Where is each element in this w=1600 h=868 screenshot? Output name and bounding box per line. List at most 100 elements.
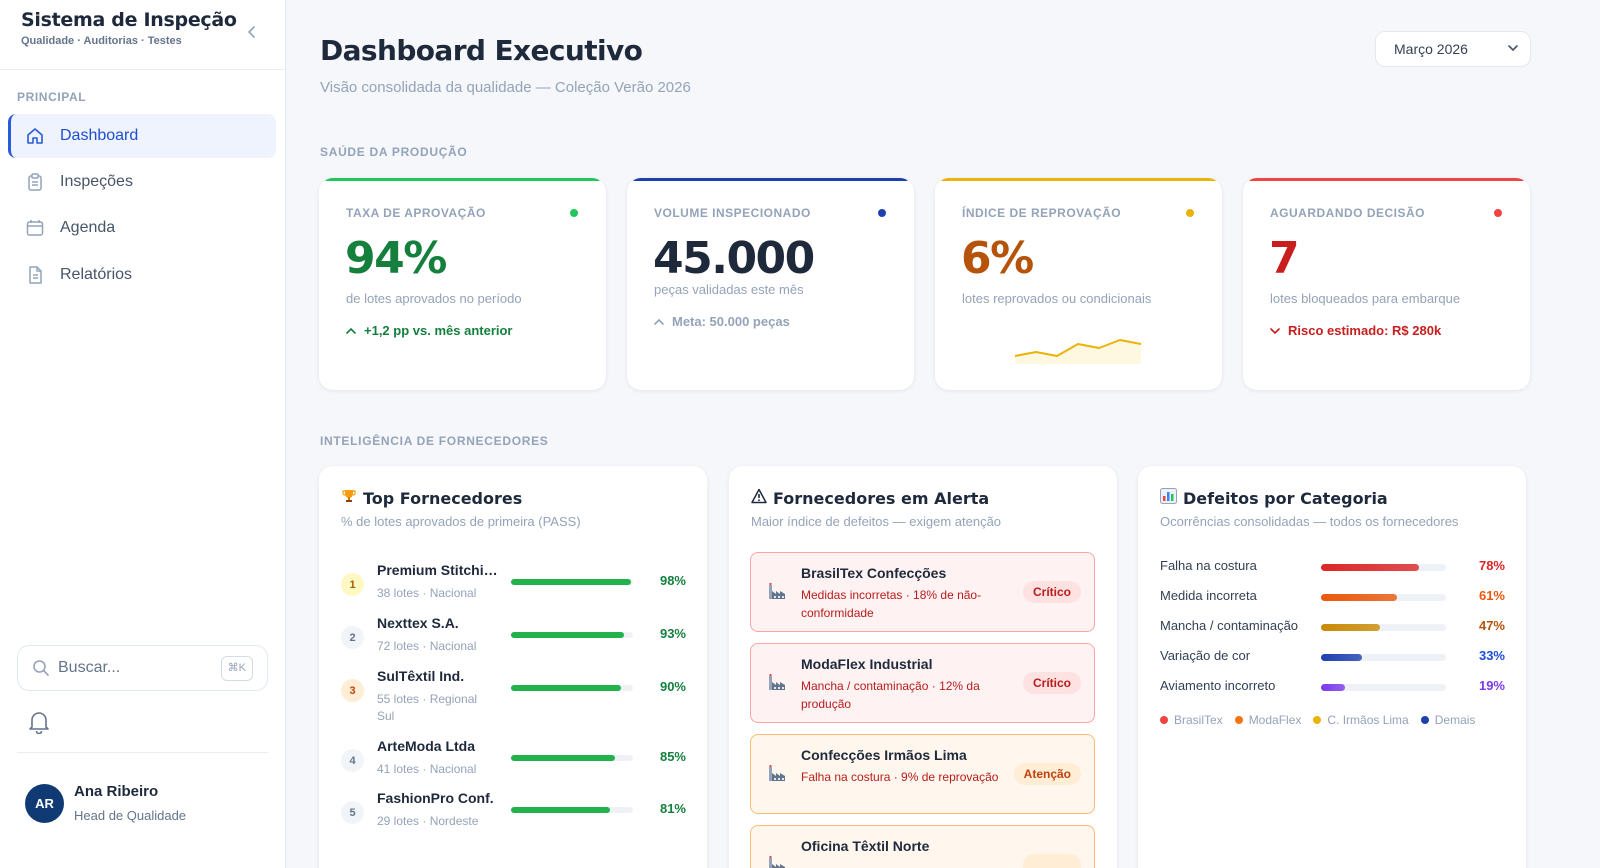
warning-icon — [751, 488, 767, 508]
status-badge: Crítico — [1022, 672, 1081, 694]
sidebar-item-label: Inspeções — [60, 173, 133, 190]
supplier-percentage: 85% — [659, 749, 686, 764]
sidebar-item-dashboard[interactable]: Dashboard — [8, 114, 276, 158]
supplier-row[interactable]: 1 Premium Stitching Co. 38 lotes · Naciona… — [341, 562, 686, 606]
user-name: Ana Ribeiro — [74, 783, 159, 800]
legend-item: C. Irmãos Lima — [1313, 713, 1409, 727]
kpi-trend: +1,2 pp vs. mês anterior — [346, 323, 512, 338]
legend-dot — [1420, 716, 1429, 724]
factory-icon — [767, 672, 787, 694]
search-input[interactable]: Buscar... ⌘K — [17, 645, 268, 691]
trend-up-icon — [346, 327, 356, 334]
alert-supplier-row[interactable]: ModaFlex Industrial Mancha / contaminação… — [750, 643, 1095, 723]
avatar: AR — [25, 784, 64, 823]
kpi-trend: Meta: 50.000 peças — [654, 314, 790, 329]
alert-description: Falha na costura · 9% de reprovação — [801, 770, 999, 784]
alert-supplier-row[interactable]: BrasilTex Confecções Medidas incorretas ·… — [750, 552, 1095, 632]
sidebar-item-agenda[interactable]: Agenda — [8, 206, 276, 250]
defect-percentage: 78% — [1478, 558, 1505, 573]
brand: Sistema de Inspeção Qualidade · Auditori… — [21, 9, 237, 47]
defect-percentage: 61% — [1478, 588, 1505, 603]
status-dot — [1494, 209, 1502, 217]
sidebar-item-relatorios[interactable]: Relatórios — [8, 253, 276, 297]
chevron-left-icon — [247, 26, 255, 38]
legend-dot — [1313, 716, 1322, 724]
calendar-icon — [24, 217, 46, 239]
alert-supplier-name: BrasilTex Confecções — [801, 565, 947, 581]
legend-item: Demais — [1420, 713, 1475, 727]
alert-supplier-row[interactable]: Confecções Irmãos Lima Falha na costura ·… — [750, 734, 1095, 814]
kpi-trend: Risco estimado: R$ 280k — [1270, 323, 1441, 338]
alert-suppliers-card: Fornecedores em Alerta Maior índice de d… — [729, 466, 1117, 868]
progress-track — [511, 579, 633, 585]
supplier-row[interactable]: 3 SulTêxtil Ind. 55 lotes · Regional Sul 90… — [341, 668, 686, 723]
legend-label: ModaFlex — [1248, 713, 1302, 727]
bar-fill — [1321, 594, 1398, 601]
supplier-row[interactable]: 5 FashionPro Conf. 29 lotes · Nordeste 81% — [341, 790, 686, 834]
bar-track — [1321, 564, 1446, 571]
rank-badge: 2 — [341, 626, 364, 649]
sparkline-chart — [1014, 339, 1142, 364]
kpi-card-approval: TAXA DE APROVAÇÃO 94% de lotes aprovados… — [319, 178, 606, 390]
supplier-name: Nexttex S.A. — [377, 615, 459, 631]
card-subtitle: Maior índice de defeitos — exigem atençã… — [751, 514, 1002, 529]
alert-supplier-name: Confecções Irmãos Lima — [801, 747, 967, 763]
divider — [17, 752, 268, 753]
status-badge: Atenção — [1013, 763, 1081, 785]
defect-label: Medida incorreta — [1160, 588, 1257, 603]
progress-fill — [511, 755, 615, 761]
supplier-percentage: 81% — [659, 801, 686, 816]
user-profile[interactable]: AR Ana Ribeiro Head de Qualidade — [25, 782, 186, 823]
status-dot — [1186, 209, 1194, 217]
legend-item: ModaFlex — [1234, 713, 1302, 727]
progress-track — [511, 807, 633, 813]
page-title: Dashboard Executivo — [320, 34, 643, 67]
search-icon — [33, 660, 49, 676]
chevron-down-icon — [1508, 45, 1518, 52]
supplier-row[interactable]: 4 ArteModa Ltda 41 lotes · Nacional 85% — [341, 738, 686, 782]
top-suppliers-card: Top Fornecedores % de lotes aprovados de… — [319, 466, 707, 868]
sidebar-item-label: Dashboard — [60, 127, 139, 144]
kpi-trend-text: +1,2 pp vs. mês anterior — [364, 323, 513, 338]
kpi-trend-text: Risco estimado: R$ 280k — [1288, 323, 1442, 338]
trophy-icon — [341, 488, 357, 508]
defect-row: Falha na costura 78% — [1160, 558, 1505, 578]
defect-label: Falha na costura — [1160, 558, 1257, 573]
notifications-button[interactable] — [28, 710, 50, 735]
defect-label: Aviamento incorreto — [1160, 678, 1276, 693]
divider — [0, 69, 286, 70]
alert-description: Medidas incorretas · 18% de não-conformi… — [801, 588, 982, 620]
card-title-text: Defeitos por Categoria — [1183, 488, 1388, 508]
legend-label: C. Irmãos Lima — [1327, 713, 1409, 727]
defect-row: Mancha / contaminação 47% — [1160, 618, 1505, 638]
defect-label: Mancha / contaminação — [1160, 618, 1299, 633]
kpi-accent-bar — [941, 178, 1216, 181]
home-icon — [24, 125, 46, 147]
kpi-label: TAXA DE APROVAÇÃO — [346, 206, 486, 220]
collapse-sidebar-button[interactable] — [244, 24, 260, 46]
shortcut-badge: ⌘K — [220, 656, 253, 681]
alert-supplier-row[interactable]: Oficina Têxtil Norte — [750, 825, 1095, 868]
bar-fill — [1321, 624, 1380, 631]
search-placeholder: Buscar... — [58, 659, 121, 676]
progress-fill — [511, 685, 621, 691]
kpi-value: 45.000 — [653, 233, 815, 284]
kpi-card-volume: VOLUME INSPECIONADO 45.000 peças validad… — [627, 178, 914, 390]
kpi-description: peças validadas este mês — [654, 282, 804, 297]
supplier-percentage: 93% — [659, 626, 686, 641]
progress-fill — [511, 579, 631, 585]
kpi-label: AGUARDANDO DECISÃO — [1270, 206, 1426, 220]
kpi-accent-bar — [1249, 178, 1524, 181]
supplier-meta: 38 lotes · Nacional — [377, 586, 477, 600]
month-select[interactable]: Março 2026 — [1375, 31, 1531, 67]
sidebar-item-inspecoes[interactable]: Inspeções — [8, 160, 276, 204]
bar-fill — [1321, 654, 1363, 661]
kpi-label: ÍNDICE DE REPROVAÇÃO — [962, 206, 1122, 220]
supplier-row[interactable]: 2 Nexttex S.A. 72 lotes · Nacional 93% — [341, 615, 686, 659]
alert-description: Mancha / contaminação · 12% da produção — [801, 679, 980, 711]
supplier-percentage: 90% — [659, 679, 686, 694]
section-title-production: SAÚDE DA PRODUÇÃO — [320, 145, 468, 159]
defects-card: Defeitos por Categoria Ocorrências conso… — [1138, 466, 1526, 868]
legend-item: BrasilTex — [1160, 713, 1223, 727]
kpi-description: lotes reprovados ou condicionais — [962, 291, 1152, 306]
